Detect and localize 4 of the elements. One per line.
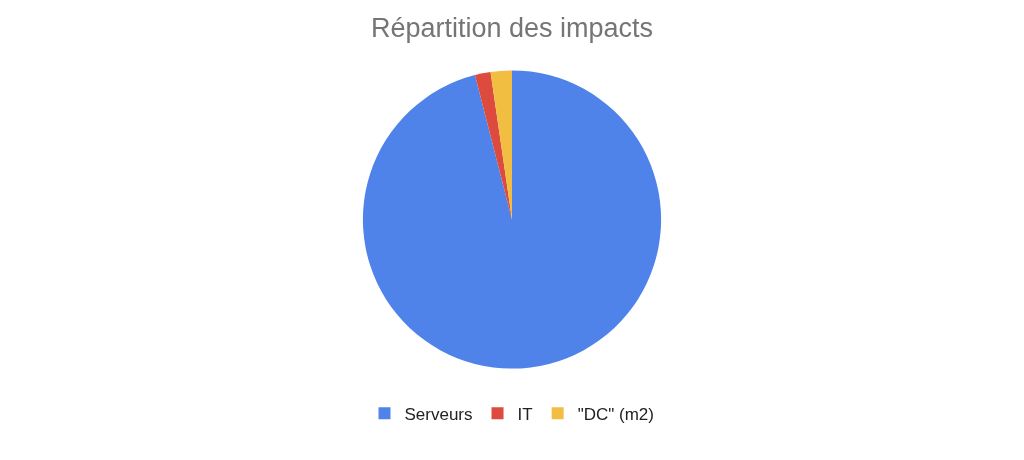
legend-label: Serveurs [404,404,473,424]
chart-title: Répartition des impacts [370,13,654,44]
legend-label: "DC" (m2) [577,404,654,424]
legend-label: IT [517,404,533,424]
